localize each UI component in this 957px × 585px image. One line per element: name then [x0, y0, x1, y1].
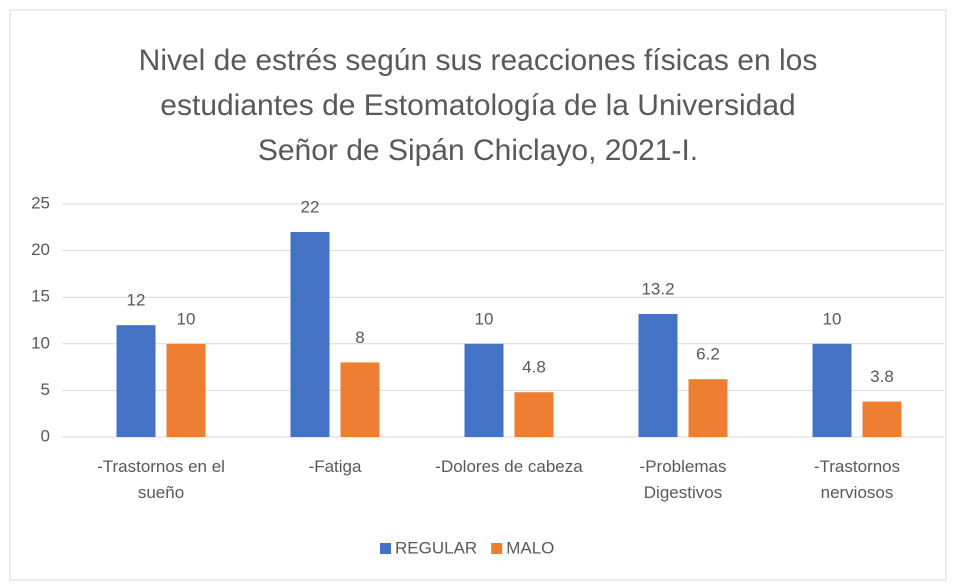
bar	[166, 343, 206, 437]
y-tick-label: 10	[31, 333, 50, 352]
data-label: 22	[301, 197, 320, 216]
bar	[812, 343, 852, 437]
bar	[638, 313, 678, 437]
data-label: 10	[823, 309, 842, 328]
data-label: 10	[177, 309, 196, 328]
data-label: 13.2	[641, 279, 674, 298]
x-tick-label: -Trastornos en el sueño	[97, 457, 225, 502]
bar	[464, 343, 504, 437]
legend-swatch	[380, 543, 391, 554]
chart-border	[9, 9, 947, 581]
x-tick-label: -Dolores de cabeza	[435, 457, 583, 476]
bar	[116, 325, 156, 437]
data-label: 6.2	[696, 345, 720, 364]
data-label: 3.8	[870, 367, 894, 386]
legend-swatch	[491, 543, 503, 554]
chart-title: Nivel de estrés según sus reacciones fís…	[138, 44, 818, 167]
bar	[514, 392, 554, 437]
data-label: 4.8	[522, 358, 546, 377]
y-tick-label: 20	[31, 240, 50, 259]
y-tick-label: 5	[41, 380, 50, 399]
legend-label: REGULAR	[395, 538, 477, 557]
y-tick-label: 25	[31, 193, 50, 212]
bar	[688, 379, 728, 437]
bar	[290, 231, 330, 437]
data-label: 8	[355, 328, 364, 347]
bar	[340, 362, 380, 437]
x-tick-label: -Problemas Digestivos	[639, 457, 727, 502]
x-tick-label: -Fatiga	[308, 457, 362, 476]
bar	[862, 401, 902, 437]
y-tick-label: 15	[31, 287, 50, 306]
legend-label: MALO	[506, 538, 554, 557]
x-tick-label: -Trastornos nerviosos	[813, 457, 901, 502]
data-label: 12	[127, 291, 146, 310]
data-label: 10	[475, 309, 494, 328]
y-tick-label: 0	[41, 426, 50, 445]
